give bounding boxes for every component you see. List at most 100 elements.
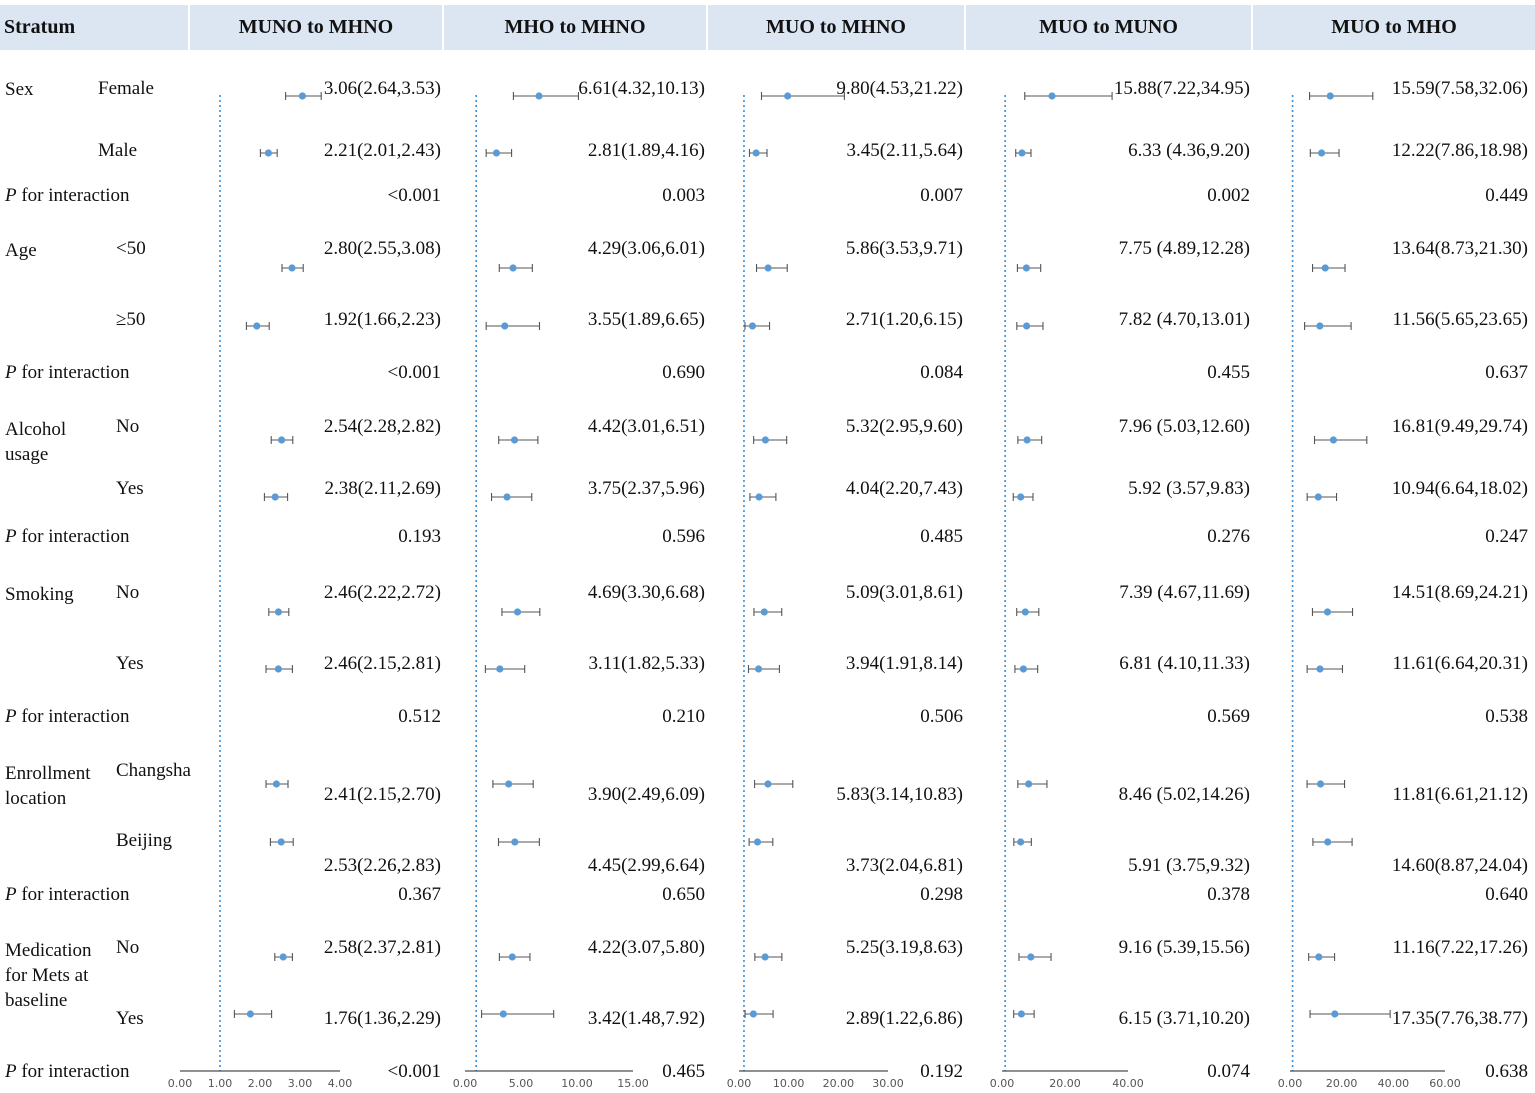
p-value: 0.512 bbox=[398, 706, 441, 727]
subgroup-male: Male bbox=[98, 140, 138, 161]
estimate-point bbox=[754, 665, 763, 673]
estimate-point bbox=[1329, 436, 1338, 444]
x-tick-label: 20.00 bbox=[1326, 1077, 1358, 1090]
p-value: 0.276 bbox=[1207, 526, 1250, 547]
estimate-label: 6.33 (4.36,9.20) bbox=[1128, 140, 1250, 161]
estimate-label: 3.42(1.48,7.92) bbox=[587, 1008, 705, 1029]
p-value: 0.638 bbox=[1485, 1061, 1528, 1082]
estimate-point bbox=[1017, 493, 1025, 501]
estimate-point bbox=[271, 493, 279, 501]
estimate-point bbox=[1317, 149, 1326, 157]
estimate-label: 11.16(7.22,17.26) bbox=[1392, 937, 1528, 958]
estimate-label: 2.89(1.22,6.86) bbox=[845, 1008, 963, 1029]
estimate-label: 8.46 (5.02,14.26) bbox=[1118, 784, 1250, 805]
estimate-label: 3.94(1.91,8.14) bbox=[845, 653, 963, 674]
estimate-label: 4.45(2.99,6.64) bbox=[587, 855, 705, 876]
estimate-point bbox=[749, 1010, 757, 1018]
estimate-label: 5.09(3.01,8.61) bbox=[845, 582, 963, 603]
group-label-enrollment: Enrollment location bbox=[5, 763, 91, 809]
estimate-point bbox=[501, 322, 509, 330]
estimate-label: 5.92 (3.57,9.83) bbox=[1128, 478, 1250, 499]
estimate-point bbox=[1023, 436, 1031, 444]
estimate-point bbox=[279, 953, 287, 961]
estimate-point bbox=[1023, 322, 1031, 330]
group-label-medication: Medication for Mets at baseline bbox=[5, 940, 92, 1011]
estimate-label: 5.25(3.19,8.63) bbox=[845, 937, 963, 958]
p-value: 0.378 bbox=[1207, 884, 1250, 905]
p-value: 0.538 bbox=[1485, 706, 1528, 727]
estimate-label: 2.54(2.28,2.82) bbox=[323, 416, 441, 437]
p-value: 0.485 bbox=[920, 526, 963, 547]
p-interaction-label: P for interaction bbox=[5, 362, 130, 383]
group-label-age: Age bbox=[5, 240, 37, 261]
estimate-label: 14.60(8.87,24.04) bbox=[1391, 855, 1528, 876]
estimate-label: 3.06(2.64,3.53) bbox=[323, 78, 441, 99]
p-value: 0.640 bbox=[1485, 884, 1528, 905]
x-tick-label: 20.00 bbox=[1049, 1077, 1081, 1090]
header-stratum: Stratum bbox=[0, 5, 188, 50]
estimate-label: 4.04(2.20,7.43) bbox=[845, 478, 963, 499]
p-value: 0.210 bbox=[662, 706, 705, 727]
estimate-label: 11.81(6.61,21.12) bbox=[1392, 784, 1528, 805]
estimate-label: 10.94(6.64,18.02) bbox=[1391, 478, 1528, 499]
p-value: 0.074 bbox=[1207, 1061, 1250, 1082]
estimate-point bbox=[288, 264, 296, 272]
estimate-point bbox=[1323, 608, 1332, 616]
header-panel-1: MUNO to MHNO bbox=[190, 5, 442, 50]
estimate-label: 3.73(2.04,6.81) bbox=[845, 855, 963, 876]
estimate-label: 2.21(2.01,2.43) bbox=[323, 140, 441, 161]
estimate-label: 6.81 (4.10,11.33) bbox=[1119, 653, 1250, 674]
subgroup-alcohol-yes: Yes bbox=[116, 478, 144, 499]
estimate-point bbox=[1315, 953, 1323, 961]
p-value: 0.596 bbox=[662, 526, 705, 547]
estimate-point bbox=[761, 436, 770, 444]
p-value: 0.690 bbox=[662, 362, 705, 383]
x-tick-label: 10.00 bbox=[561, 1077, 593, 1090]
estimate-label: 11.56(5.65,23.65) bbox=[1392, 309, 1528, 330]
estimate-point bbox=[508, 953, 516, 961]
estimate-label: 3.11(1.82,5.33) bbox=[588, 653, 705, 674]
x-tick-label: 20.00 bbox=[823, 1077, 855, 1090]
estimate-point bbox=[760, 608, 768, 616]
p-interaction-label: P for interaction bbox=[5, 706, 130, 727]
subgroup-age-ge50: ≥50 bbox=[116, 309, 146, 330]
estimate-point bbox=[298, 92, 306, 100]
estimate-label: 4.42(3.01,6.51) bbox=[587, 416, 705, 437]
estimate-label: 3.90(2.49,6.09) bbox=[587, 784, 705, 805]
estimate-point bbox=[1025, 780, 1033, 788]
estimate-label: 2.41(2.15,2.70) bbox=[323, 784, 441, 805]
estimate-point bbox=[1316, 780, 1325, 788]
estimate-label: 14.51(8.69,24.21) bbox=[1391, 582, 1528, 603]
estimate-point bbox=[246, 1010, 254, 1018]
estimate-label: 2.46(2.22,2.72) bbox=[323, 582, 441, 603]
x-tick-label: 0.00 bbox=[453, 1077, 478, 1090]
estimate-point bbox=[1021, 608, 1029, 616]
group-label-smoking: Smoking bbox=[5, 584, 74, 605]
estimate-label: 2.71(1.20,6.15) bbox=[845, 309, 963, 330]
estimate-label: 15.59(7.58,32.06) bbox=[1391, 78, 1528, 99]
x-tick-label: 40.00 bbox=[1112, 1077, 1144, 1090]
p-interaction-label: P for interaction bbox=[5, 1061, 130, 1082]
estimate-point bbox=[1314, 493, 1322, 501]
estimate-point bbox=[511, 838, 519, 846]
estimate-label: 9.16 (5.39,15.56) bbox=[1118, 937, 1250, 958]
estimate-label: 15.88(7.22,34.95) bbox=[1113, 78, 1250, 99]
x-tick-label: 3.00 bbox=[288, 1077, 313, 1090]
x-tick-label: 2.00 bbox=[248, 1077, 273, 1090]
estimate-point bbox=[278, 436, 286, 444]
estimate-point bbox=[761, 953, 769, 961]
estimate-label: 3.55(1.89,6.65) bbox=[587, 309, 705, 330]
estimate-label: 1.76(1.36,2.29) bbox=[323, 1008, 441, 1029]
estimate-point bbox=[752, 149, 760, 157]
estimate-point bbox=[272, 780, 280, 788]
estimate-label: 5.91 (3.75,9.32) bbox=[1128, 855, 1250, 876]
estimate-label: 16.81(9.49,29.74) bbox=[1391, 416, 1528, 437]
p-value: 0.003 bbox=[662, 185, 705, 206]
estimate-point bbox=[764, 264, 772, 272]
estimate-point bbox=[535, 92, 543, 100]
estimate-label: 6.15 (3.71,10.20) bbox=[1118, 1008, 1250, 1029]
estimate-point bbox=[753, 838, 762, 846]
estimate-label: 5.86(3.53,9.71) bbox=[845, 238, 963, 259]
x-tick-label: 15.00 bbox=[617, 1077, 649, 1090]
estimate-label: 7.82 (4.70,13.01) bbox=[1118, 309, 1250, 330]
